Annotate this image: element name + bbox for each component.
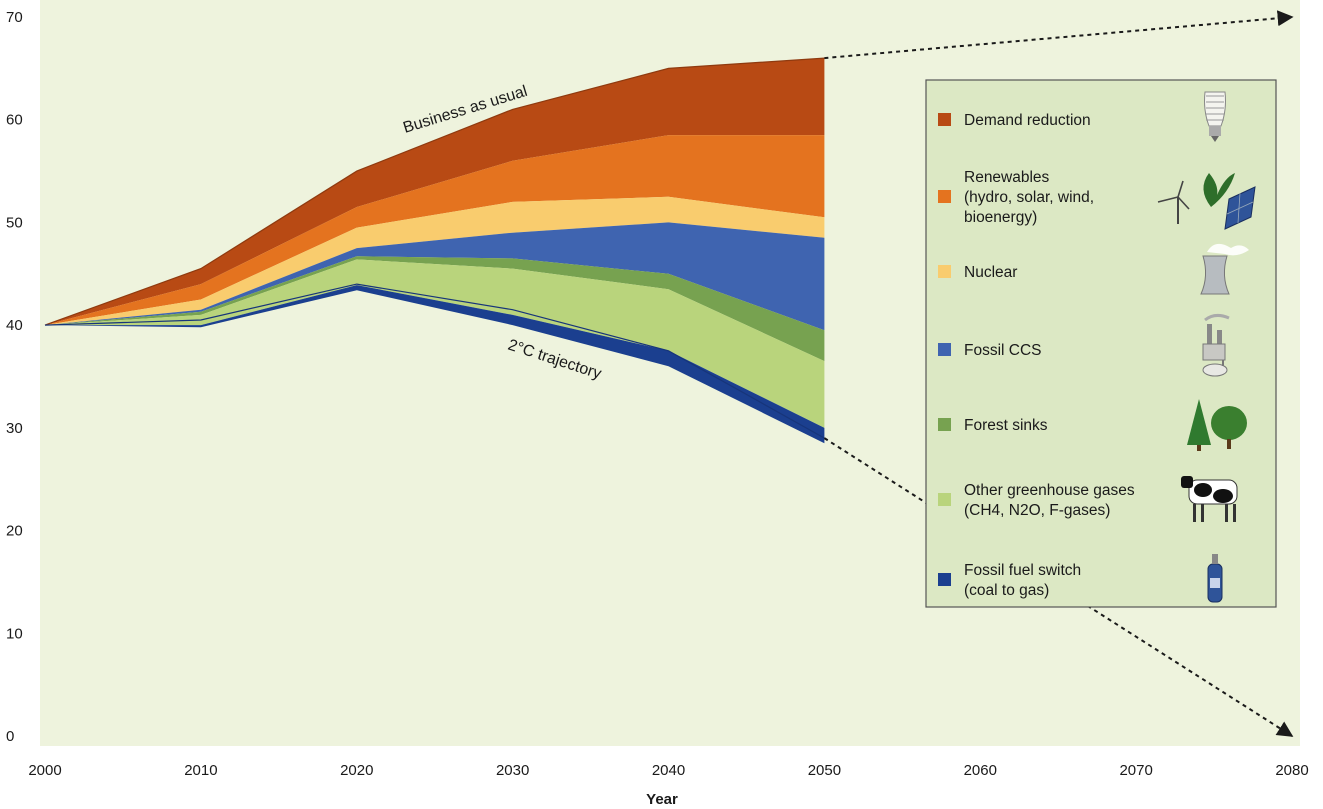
area-fossil-fuel-switch xyxy=(45,285,825,444)
area-nuclear xyxy=(45,196,825,326)
legend-label: Other greenhouse gases xyxy=(964,482,1135,499)
area-other-greenhouse-gases xyxy=(45,259,825,428)
x-tick-label: 2050 xyxy=(808,762,841,779)
area-demand-reduction xyxy=(45,58,825,326)
y-tick-label: 70 xyxy=(6,9,23,26)
legend-label: Demand reduction xyxy=(964,112,1091,129)
gas-cylinder-icon xyxy=(1207,554,1223,603)
business-as-usual-line xyxy=(44,57,825,326)
legend-label: Renewables xyxy=(964,169,1050,186)
cow-icon xyxy=(1181,476,1238,522)
legend-item: Nuclear xyxy=(938,243,1249,295)
legend: Demand reduction Renewables (hydro, solar,… xyxy=(925,79,1277,608)
boundary-lines xyxy=(44,57,825,439)
trees-icon xyxy=(1187,399,1247,451)
legend-swatch xyxy=(938,190,951,203)
x-axis: 2000 2010 2020 2030 2040 2050 2060 2070 2080 xyxy=(28,762,1308,779)
x-tick-label: 2040 xyxy=(652,762,685,779)
y-tick-label: 10 xyxy=(6,625,23,642)
factory-icon xyxy=(1202,313,1230,377)
legend-swatch xyxy=(938,113,951,126)
area-forest-sinks xyxy=(45,256,825,362)
legend-item: Forest sinks xyxy=(938,399,1247,451)
business-as-usual-extension-arrow xyxy=(824,10,1294,60)
legend-item: Fossil CCS xyxy=(938,313,1230,377)
legend-item: Demand reduction xyxy=(938,91,1226,142)
y-tick-label: 40 xyxy=(6,317,23,334)
legend-swatch xyxy=(938,265,951,278)
x-tick-label: 2080 xyxy=(1275,762,1308,779)
extension-arrows xyxy=(823,10,1294,737)
two-degree-trajectory-line xyxy=(44,283,825,439)
lightbulb-icon xyxy=(1204,91,1226,142)
y-tick-label: 20 xyxy=(6,523,23,540)
y-tick-label: 60 xyxy=(6,112,23,129)
renewables-icon xyxy=(1157,173,1256,230)
y-tick-label: 0 xyxy=(6,728,14,745)
x-tick-label: 2020 xyxy=(340,762,373,779)
area-fossil-ccs xyxy=(45,222,825,331)
legend-label: (CH4, N2O, F-gases) xyxy=(964,502,1110,519)
x-tick-label: 2000 xyxy=(28,762,61,779)
legend-label: Nuclear xyxy=(964,264,1017,281)
cooling-tower-icon xyxy=(1200,243,1249,295)
legend-label: bioenergy) xyxy=(964,209,1037,226)
legend-label: (coal to gas) xyxy=(964,582,1049,599)
area-renewables xyxy=(45,135,825,326)
legend-label: Fossil fuel switch xyxy=(964,562,1081,579)
legend-label: (hydro, solar, wind, xyxy=(964,189,1094,206)
legend-label: Forest sinks xyxy=(964,417,1048,434)
legend-swatch xyxy=(938,573,951,586)
legend-swatch xyxy=(938,343,951,356)
x-tick-label: 2070 xyxy=(1119,762,1152,779)
legend-item: Renewables (hydro, solar, wind, bioenergy) xyxy=(938,169,1256,230)
x-tick-label: 2010 xyxy=(184,762,217,779)
stacked-areas xyxy=(45,58,825,444)
x-axis-label: Year xyxy=(646,791,678,808)
legend-swatch xyxy=(938,493,951,506)
legend-label: Fossil CCS xyxy=(964,342,1042,359)
x-tick-label: 2060 xyxy=(964,762,997,779)
y-tick-label: 30 xyxy=(6,420,23,437)
legend-item: Fossil fuel switch (coal to gas) xyxy=(938,554,1223,603)
legend-swatch xyxy=(938,418,951,431)
y-axis: 0 10 20 30 40 50 60 70 xyxy=(6,9,23,745)
y-tick-label: 50 xyxy=(6,214,23,231)
x-tick-label: 2030 xyxy=(496,762,529,779)
legend-item: Other greenhouse gases (CH4, N2O, F-gases… xyxy=(938,476,1238,522)
